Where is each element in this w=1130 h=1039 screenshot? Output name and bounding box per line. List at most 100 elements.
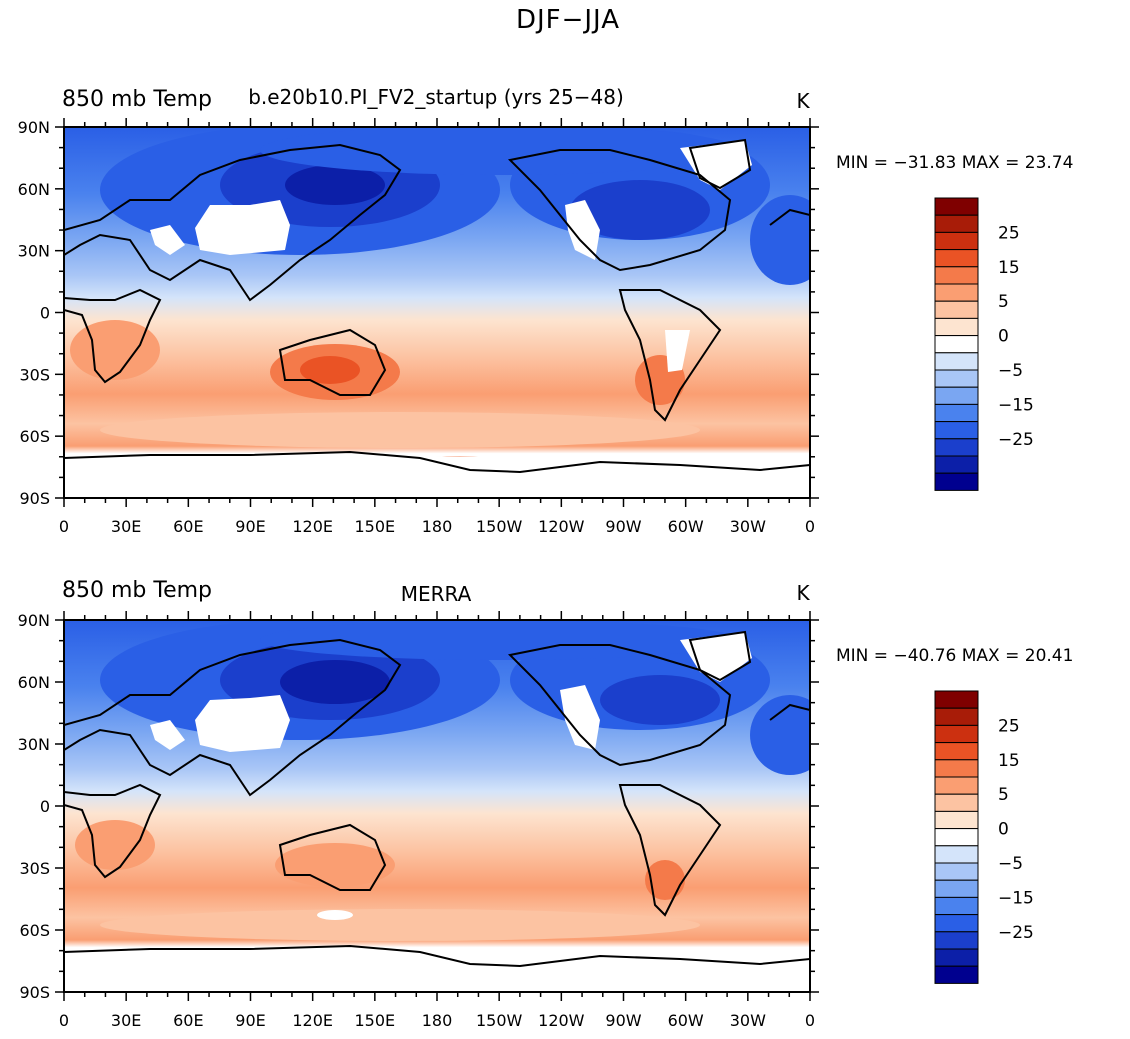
colorbar-label: 0: [998, 820, 1009, 840]
colorbar-label: 5: [998, 292, 1009, 312]
colorbar-label: 0: [998, 327, 1009, 347]
lon-label: 60E: [173, 517, 203, 536]
lat-label: 60N: [18, 180, 50, 199]
figure-title: DJF−JJA: [516, 5, 620, 35]
lat-axis-labels: 90N 60N 30N 0 30S 60S 90S: [18, 118, 50, 508]
lon-label: 90W: [605, 517, 641, 536]
lat-label: 60S: [19, 427, 50, 446]
colorbar-swatch: [934, 862, 979, 881]
lon-label: 150W: [476, 1011, 523, 1030]
lat-label: 90S: [19, 983, 50, 1002]
map-field: [64, 620, 810, 992]
panel-center-title: MERRA: [401, 582, 472, 606]
lon-label: 90E: [235, 1011, 265, 1030]
colorbar-label: 5: [998, 785, 1009, 805]
lat-label: 30S: [19, 365, 50, 384]
map-field: [64, 127, 810, 498]
colorbar-swatch: [934, 724, 979, 744]
colorbar-swatch: [934, 914, 979, 933]
lat-label: 90N: [18, 611, 50, 630]
axis-ticks: [55, 611, 819, 1001]
colorbar-swatch: [934, 707, 979, 726]
lon-label: 120W: [538, 517, 585, 536]
colorbar-label: −15: [998, 395, 1034, 415]
colorbar-swatch: [934, 249, 979, 268]
colorbar-swatch: [934, 266, 979, 285]
lat-label: 0: [40, 304, 50, 323]
colorbar-swatch: [934, 879, 979, 898]
lon-label: 0: [805, 517, 815, 536]
lat-label: 90S: [19, 489, 50, 508]
colorbar-swatch: [934, 421, 979, 440]
colorbar-swatch: [934, 438, 979, 457]
lon-label: 120E: [292, 1011, 333, 1030]
colorbar-swatch: [934, 300, 979, 319]
colorbar-swatch: [934, 896, 979, 916]
colorbar-swatch: [934, 742, 979, 761]
lon-label: 60W: [668, 517, 704, 536]
lat-label: 90N: [18, 118, 50, 137]
colorbar-swatch: [934, 776, 979, 795]
colorbar-swatch: [934, 197, 979, 216]
colorbar-label: 15: [998, 258, 1020, 278]
colorbar-swatch: [934, 231, 979, 251]
lon-axis-labels: 0 30E 60E 90E 120E 150E 180 150W 120W 90W 60W 30W 0: [59, 517, 815, 536]
panel-center-title: b.e20b10.PI_FV2_startup (yrs 25−48): [248, 85, 624, 109]
panel-unit: K: [796, 89, 810, 113]
colorbar-label: −25: [998, 923, 1034, 943]
lat-label: 60N: [18, 673, 50, 692]
lat-axis-labels: 90N 60N 30N 0 30S 60S 90S: [18, 611, 50, 1002]
lon-label: 30W: [730, 517, 766, 536]
colorbar-swatch: [934, 403, 979, 423]
colorbar-swatch: [934, 793, 979, 812]
lat-label: 30N: [18, 242, 50, 261]
colorbar-swatch: [934, 759, 979, 778]
lon-label: 0: [59, 517, 69, 536]
colorbar-label: 25: [998, 716, 1020, 736]
colorbar-swatch: [934, 931, 979, 950]
lon-label: 30W: [730, 1011, 766, 1030]
colorbar-swatch: [934, 948, 979, 967]
lon-label: 0: [59, 1011, 69, 1030]
colorbar-swatch: [934, 352, 979, 371]
panel-left-title: 850 mb Temp: [62, 87, 212, 112]
colorbar-label: −5: [998, 361, 1023, 381]
lon-label: 30E: [111, 517, 141, 536]
lat-label: 30S: [19, 859, 50, 878]
lon-label: 90W: [605, 1011, 641, 1030]
colorbar-swatch: [934, 283, 979, 302]
lon-label: 150W: [476, 517, 523, 536]
colorbar-label: −15: [998, 888, 1034, 908]
lon-label: 180: [422, 517, 453, 536]
lat-label: 60S: [19, 921, 50, 940]
colorbar-swatch: [934, 317, 979, 337]
colorbar-label: 15: [998, 751, 1020, 771]
colorbar-swatch: [934, 386, 979, 405]
colorbar-swatch: [934, 845, 979, 864]
lon-label: 60E: [173, 1011, 203, 1030]
lon-label: 180: [422, 1011, 453, 1030]
colorbar: [934, 690, 979, 984]
colorbar-labels: 25 15 5 0 −5 −15 −25: [998, 223, 1034, 449]
panel-merra: 850 mb Temp MERRA K: [18, 578, 1074, 1030]
lon-label: 120W: [538, 1011, 585, 1030]
lat-label: 30N: [18, 735, 50, 754]
colorbar-swatch: [934, 214, 979, 233]
colorbar-swatch: [934, 810, 979, 830]
lon-label: 0: [805, 1011, 815, 1030]
colorbar-label: 25: [998, 223, 1020, 243]
lon-label: 60W: [668, 1011, 704, 1030]
colorbar-label: −25: [998, 430, 1034, 450]
colorbar-swatch: [934, 335, 979, 354]
colorbar-label: −5: [998, 854, 1023, 874]
panel-left-title: 850 mb Temp: [62, 578, 212, 603]
colorbar: [934, 197, 979, 491]
lon-label: 150E: [355, 1011, 396, 1030]
lon-axis-labels: 0 30E 60E 90E 120E 150E 180 150W 120W 90W 60W 30W 0: [59, 1011, 815, 1030]
colorbar-labels: 25 15 5 0 −5 −15 −25: [998, 716, 1034, 942]
colorbar-swatch: [934, 369, 979, 388]
panel-unit: K: [796, 581, 810, 605]
minmax-stats: MIN = −40.76 MAX = 20.41: [836, 646, 1073, 666]
axis-ticks: [55, 118, 819, 507]
